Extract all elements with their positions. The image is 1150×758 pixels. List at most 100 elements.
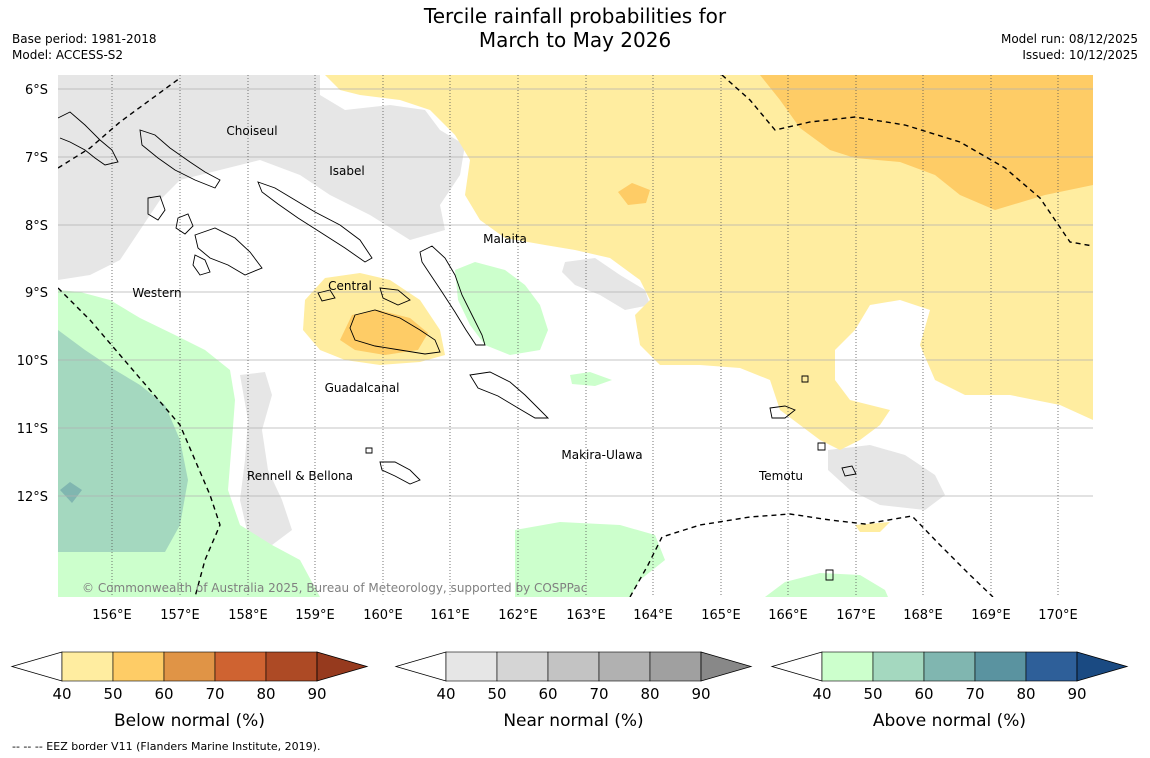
lon-label: 164°E — [633, 608, 673, 623]
map-title: Tercile rainfall probabilities for March… — [0, 4, 1150, 52]
colorbar-segment — [163, 651, 216, 682]
label-temotu: Temotu — [758, 469, 803, 483]
lat-label: 12°S — [17, 490, 48, 505]
lat-gridlines — [58, 88, 1093, 497]
colorbar-segment — [1025, 651, 1078, 682]
island-malaita — [419, 245, 486, 346]
colorbar-tick-label: 40 — [436, 685, 455, 703]
lon-label: 157°E — [160, 608, 200, 623]
above-normal-60-spot — [60, 482, 82, 503]
colorbar-under-triangle — [770, 651, 823, 682]
coastlines — [58, 111, 857, 581]
colorbar-segment — [214, 651, 267, 682]
colorbar-under-triangle — [10, 651, 63, 682]
colorbar-tick-label: 50 — [487, 685, 506, 703]
label-guadalcanal: Guadalcanal — [325, 381, 400, 395]
meta-right: Model run: 08/12/2025 Issued: 10/12/2025 — [1001, 31, 1138, 63]
label-isabel: Isabel — [329, 164, 364, 178]
lon-label: 162°E — [498, 608, 538, 623]
island-bellona — [365, 447, 373, 454]
lat-label: 10°S — [17, 354, 48, 369]
colorbar-under-triangle — [394, 651, 447, 682]
lon-label: 156°E — [92, 608, 132, 623]
island-rennell — [379, 461, 421, 485]
island-anuta — [825, 569, 834, 581]
colorbar-title: Above normal (%) — [873, 711, 1026, 731]
island-utupua — [817, 442, 826, 451]
colorbar-tick-label: 70 — [205, 685, 224, 703]
lon-label: 169°E — [971, 608, 1011, 623]
lon-label: 161°E — [430, 608, 470, 623]
province-labels: Choiseul Isabel Malaita Western Central … — [132, 124, 803, 483]
lon-label: 160°E — [363, 608, 403, 623]
colorbar-tick-label: 60 — [914, 685, 933, 703]
above-normal-region-small — [570, 372, 612, 386]
island-choiseul — [139, 129, 221, 189]
below-normal-50-northeast — [760, 75, 1093, 210]
near-normal-region-east-1 — [828, 445, 945, 510]
lon-label: 158°E — [228, 608, 268, 623]
colorbar-over-triangle — [316, 651, 369, 682]
label-makira-ulawa: Makira-Ulawa — [561, 448, 642, 462]
model-run: Model run: 08/12/2025 — [1000, 32, 1138, 46]
colorbar-segment — [598, 651, 651, 682]
eez-borders — [58, 75, 1093, 597]
lat-label: 6°S — [25, 83, 48, 98]
below-normal-50-small-2 — [910, 76, 932, 85]
colorbar-tick-label: 80 — [1016, 685, 1035, 703]
island-bougainville — [58, 111, 119, 166]
island-vella — [147, 195, 166, 221]
island-kolombangara — [175, 213, 194, 235]
lon-label: 170°E — [1038, 608, 1078, 623]
near-normal-region-south — [240, 372, 292, 545]
label-malaita: Malaita — [483, 232, 527, 246]
eez-legend: -- -- -- EEZ border V11 (Flanders Marine… — [12, 740, 320, 753]
island-vanikoro — [841, 465, 857, 477]
island-reef — [801, 375, 809, 383]
eez-border-northeast — [721, 75, 1093, 247]
colorbar-segment — [496, 651, 549, 682]
colorbar-below: 40 50 60 70 80 90 Below normal (%) — [10, 651, 369, 731]
colorbar-tick-label: 90 — [691, 685, 710, 703]
colorbar-tick-label: 80 — [640, 685, 659, 703]
colorbar-segment — [547, 651, 600, 682]
model-name: Model: ACCESS-S2 — [12, 48, 124, 62]
island-santa-cruz — [769, 405, 796, 419]
below-normal-region-north — [325, 75, 1093, 450]
colorbar-near: 40 50 60 70 80 90 Near normal (%) — [394, 651, 753, 731]
lon-label: 168°E — [903, 608, 943, 623]
lat-label: 9°S — [25, 286, 48, 301]
label-rennell-bellona: Rennell & Bellona — [247, 469, 353, 483]
map-plot-area: Choiseul Isabel Malaita Western Central … — [58, 75, 1093, 597]
label-central: Central — [328, 279, 372, 293]
above-normal-50-west — [58, 330, 188, 552]
colorbar-tick-label: 80 — [256, 685, 275, 703]
copyright-notice: © Commonwealth of Australia 2025, Bureau… — [82, 581, 587, 595]
lat-axis-labels: 6°S 7°S 8°S 9°S 10°S 11°S 12°S — [17, 83, 48, 505]
colorbar-tick-label: 40 — [812, 685, 831, 703]
colorbar-segment — [872, 651, 925, 682]
title-line-2: March to May 2026 — [478, 28, 672, 52]
lat-label: 11°S — [17, 422, 48, 437]
lat-label: 8°S — [25, 219, 48, 234]
colorbar-segment — [112, 651, 165, 682]
label-western: Western — [132, 286, 181, 300]
below-normal-50-small-1 — [618, 183, 650, 205]
island-rendova — [192, 254, 211, 276]
issued-date: Issued: 10/12/2025 — [1022, 48, 1138, 62]
colorbar-over-triangle — [700, 651, 753, 682]
eez-border-south — [629, 513, 994, 597]
lon-axis-labels: 156°E 157°E 158°E 159°E 160°E 161°E 162°… — [92, 608, 1078, 623]
near-normal-region-central — [562, 258, 650, 310]
island-isabel — [257, 181, 373, 263]
colorbar-tick-label: 90 — [1067, 685, 1086, 703]
title-line-1: Tercile rainfall probabilities for — [423, 4, 727, 28]
lon-label: 165°E — [701, 608, 741, 623]
eez-border-west — [58, 287, 221, 597]
colorbar-tick-label: 40 — [52, 685, 71, 703]
island-makira — [469, 371, 550, 419]
island-florida — [379, 287, 411, 306]
colorbar-segment — [265, 651, 318, 682]
colorbar-segment — [649, 651, 702, 682]
colorbar-segment — [445, 651, 498, 682]
